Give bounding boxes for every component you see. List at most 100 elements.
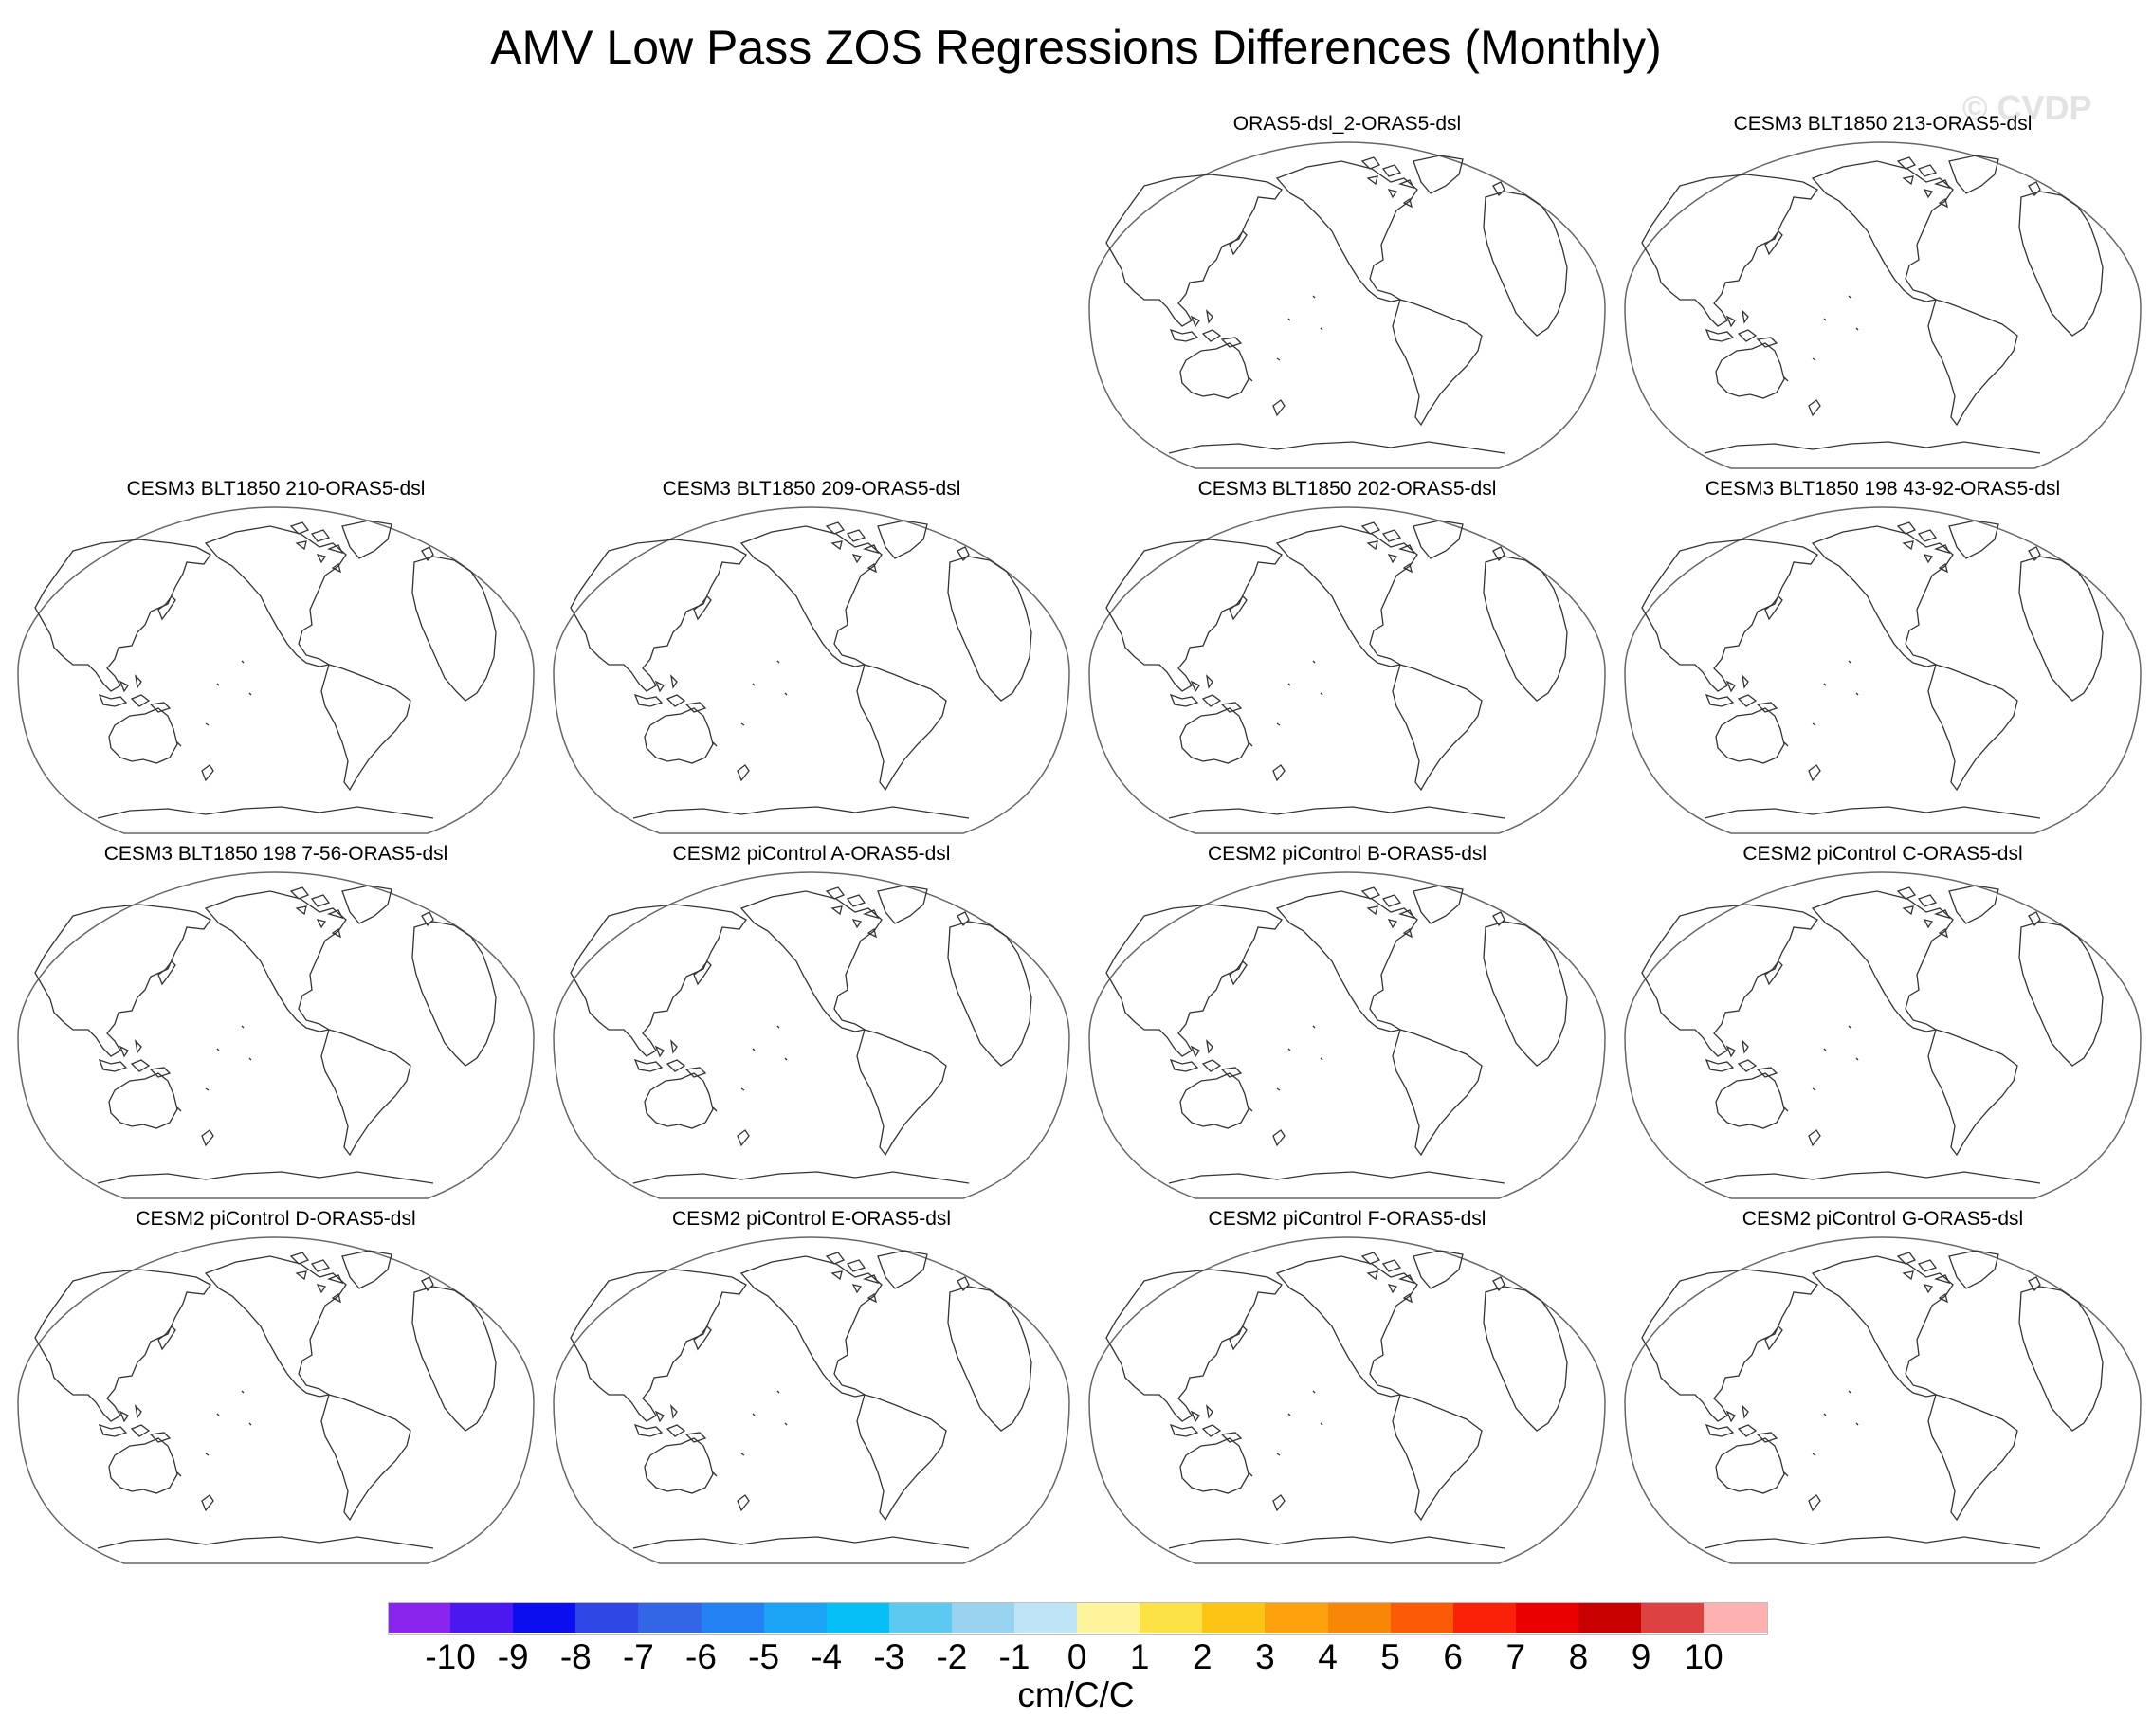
pacific-islands	[1783, 1025, 1859, 1112]
asia-coast	[1105, 174, 1283, 327]
world-map	[553, 506, 1070, 834]
japan	[1229, 595, 1248, 621]
map-boundary	[1088, 1236, 1606, 1564]
map-panel: CESM3 BLT1850 198 43-92-ORAS5-dsl	[1623, 477, 2143, 837]
panel-title: CESM3 BLT1850 198 7-56-ORAS5-dsl	[103, 843, 448, 865]
asia-coast	[1641, 539, 1818, 692]
world-map	[17, 871, 535, 1199]
greenland	[877, 885, 928, 924]
asia-coast	[1641, 904, 1818, 1057]
colorbar-box	[1641, 1602, 1705, 1633]
africa-europe	[1483, 191, 1568, 337]
antarctica	[1168, 1171, 1505, 1184]
arctic-islands	[825, 1252, 880, 1304]
africa-europe	[411, 556, 497, 702]
colorbar-units: cm/C/C	[1017, 1675, 1135, 1714]
antarctica	[1704, 1171, 2041, 1184]
australia	[644, 1072, 714, 1129]
colorbar-box	[888, 1602, 953, 1633]
greenland	[1413, 155, 1464, 194]
north-america	[1811, 525, 1954, 667]
colorbar-box	[1202, 1602, 1266, 1633]
antarctica	[97, 1171, 434, 1184]
africa-europe	[947, 921, 1032, 1067]
colorbar-box	[1390, 1602, 1454, 1633]
map-boundary	[1088, 506, 1606, 834]
arctic-islands	[1360, 156, 1415, 209]
asia-coast	[1105, 904, 1283, 1057]
south-america	[1927, 664, 2018, 792]
colorbar-tick-label: 9	[1631, 1637, 1651, 1676]
antarctica	[632, 1536, 970, 1549]
map-boundary	[17, 871, 535, 1199]
panel-title: CESM3 BLT1850 198 43-92-ORAS5-dsl	[1705, 478, 2061, 500]
asia-coast	[570, 1269, 747, 1422]
uk	[1492, 911, 1505, 927]
arctic-islands	[1896, 886, 1951, 939]
world-map	[1624, 871, 2142, 1199]
africa-europe	[1483, 921, 1568, 1067]
north-america	[739, 1255, 883, 1398]
map-boundary	[17, 506, 535, 834]
north-america	[1811, 160, 1954, 302]
uk	[1492, 1276, 1505, 1292]
pacific-islands	[1248, 295, 1323, 382]
japan	[1229, 1325, 1248, 1351]
colorbar-tick-label: -4	[811, 1637, 843, 1676]
uk	[2028, 911, 2041, 927]
australia	[644, 707, 714, 764]
colorbar-tick-label: 5	[1380, 1637, 1400, 1676]
north-america	[204, 890, 347, 1032]
south-america	[856, 1394, 947, 1522]
indonesia	[98, 1404, 172, 1443]
world-map	[1088, 506, 1606, 834]
uk	[1492, 546, 1505, 562]
pacific-islands	[1783, 295, 1859, 382]
panel-title: CESM3 BLT1850 213-ORAS5-dsl	[1733, 113, 2033, 135]
colorbar-box	[763, 1602, 828, 1633]
panel-title: CESM2 piControl E-ORAS5-dsl	[671, 1208, 952, 1230]
australia	[108, 707, 178, 764]
australia	[1179, 1437, 1249, 1494]
arctic-islands	[825, 886, 880, 939]
map-panel: CESM3 BLT1850 213-ORAS5-dsl	[1623, 112, 2143, 472]
japan	[1764, 595, 1783, 621]
asia-coast	[570, 904, 747, 1057]
australia	[1179, 707, 1249, 764]
indonesia	[1169, 309, 1243, 348]
uk	[2028, 1276, 2041, 1292]
colorbar-tick-label: -9	[497, 1637, 529, 1676]
uk	[957, 1276, 970, 1292]
pacific-islands	[712, 1390, 788, 1477]
colorbar-box	[1265, 1602, 1328, 1633]
south-america	[856, 664, 947, 792]
map-panel: CESM3 BLT1850 198 7-56-ORAS5-dsl	[16, 842, 536, 1202]
indonesia	[1705, 309, 1778, 348]
new-zealand	[201, 1129, 214, 1147]
asia-coast	[1105, 539, 1283, 692]
colorbar-box	[826, 1602, 890, 1633]
greenland	[341, 885, 392, 924]
colorbar-tick-label: -2	[936, 1637, 968, 1676]
panel-title: CESM2 piControl G-ORAS5-dsl	[1742, 1208, 2024, 1230]
greenland	[1948, 520, 1999, 559]
indonesia	[1169, 1404, 1243, 1443]
map-panel: CESM3 BLT1850 210-ORAS5-dsl	[16, 477, 536, 837]
asia-coast	[34, 904, 211, 1057]
panel-title: CESM2 piControl D-ORAS5-dsl	[136, 1208, 416, 1230]
africa-europe	[947, 556, 1032, 702]
pacific-islands	[176, 1025, 252, 1112]
colorbar-tick-label: 6	[1443, 1637, 1463, 1676]
colorbar-box	[638, 1602, 702, 1633]
japan	[1229, 230, 1248, 256]
greenland	[1948, 1250, 1999, 1289]
new-zealand	[1808, 399, 1821, 417]
australia	[108, 1437, 178, 1494]
pacific-islands	[1783, 1390, 1859, 1477]
antarctica	[632, 1171, 970, 1184]
world-map	[1088, 871, 1606, 1199]
japan	[1764, 960, 1783, 986]
antarctica	[97, 1536, 434, 1549]
uk	[2028, 546, 2041, 562]
figure-title: AMV Low Pass ZOS Regressions Differences…	[490, 21, 1662, 74]
